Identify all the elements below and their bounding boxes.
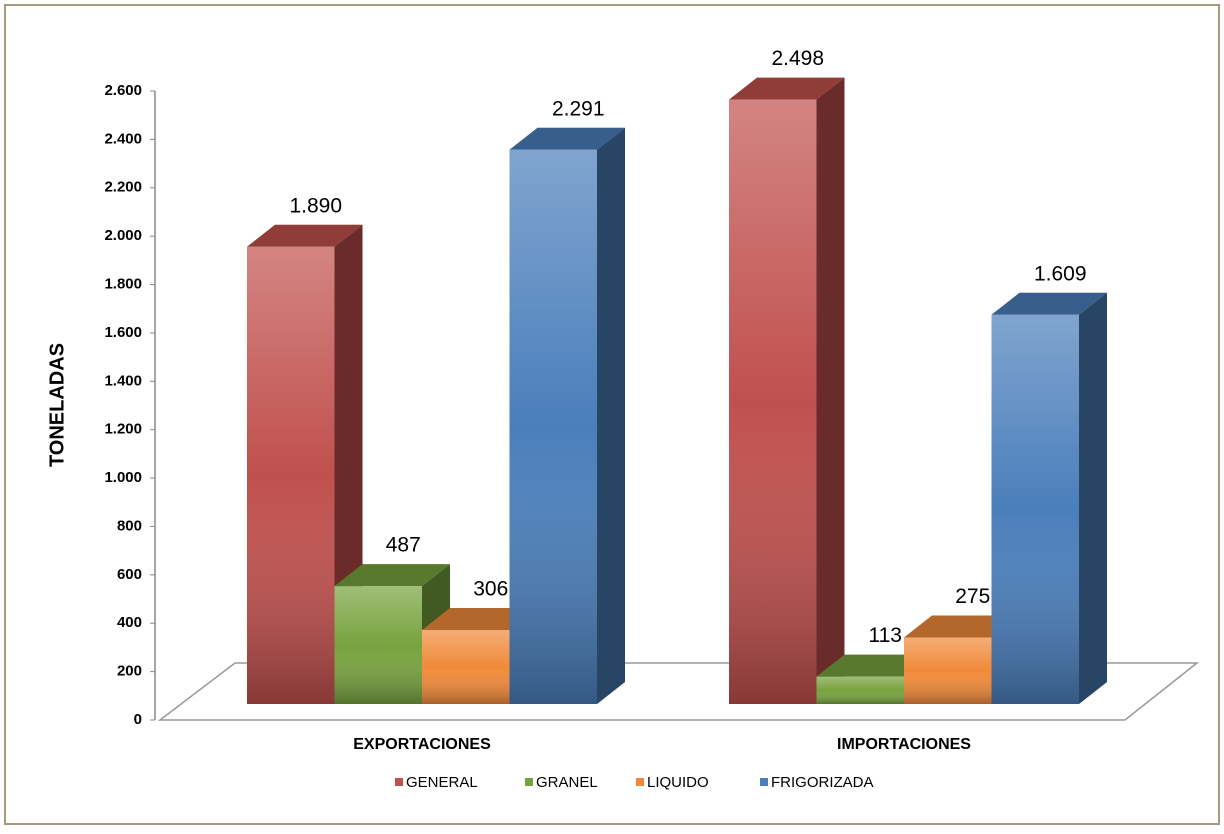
y-tick-label: 400 (117, 614, 142, 631)
bar (991, 292, 1107, 704)
bar-side-shade (816, 77, 845, 705)
bar-top (247, 224, 363, 247)
floor (157, 662, 1200, 721)
y-tick-label: 800 (117, 517, 142, 534)
bar-top (422, 607, 538, 630)
bar-front-shade (247, 246, 335, 704)
bar-front-shade (991, 314, 1079, 704)
y-tick-label: 200 (117, 663, 142, 680)
value-label: 1.609 (1034, 262, 1087, 285)
value-label: 113 (869, 624, 902, 647)
bar-front-shade (509, 149, 597, 705)
bar (729, 77, 845, 705)
bar-top-shade (247, 224, 363, 247)
y-tick-label: 2.400 (104, 130, 142, 147)
bar-top (991, 292, 1107, 315)
legend-swatch (636, 778, 644, 786)
bar-top-shade (509, 127, 625, 150)
value-label: 306 (473, 578, 508, 601)
x-tick-label: EXPORTACIONES (353, 736, 491, 753)
y-tick-label: 1.000 (104, 469, 142, 486)
bar-top (904, 615, 1020, 638)
value-label: 2.291 (552, 97, 605, 120)
legend-label: GRANEL (536, 774, 598, 791)
value-label: 275 (955, 585, 990, 608)
bar-side-shade (1079, 292, 1107, 704)
bar-front-shade (904, 637, 992, 704)
legend-swatch (760, 778, 768, 786)
y-axis-label: TONELADAS (46, 343, 68, 467)
legend-label: FRIGORIZADA (771, 774, 874, 791)
legend-swatch (395, 778, 403, 786)
bar-top (509, 127, 625, 150)
bar-top (334, 564, 450, 587)
bar-top (729, 77, 845, 100)
legend-swatch (525, 778, 533, 786)
x-tick-label: IMPORTACIONES (837, 736, 971, 753)
value-label: 1.890 (289, 194, 342, 217)
y-tick-label: 1.200 (104, 421, 142, 438)
y-tick-label: 1.800 (104, 276, 142, 293)
bar-front-shade (816, 676, 904, 704)
bar-side (816, 77, 845, 705)
bar (334, 564, 450, 704)
value-label: 2.498 (771, 47, 824, 70)
bar-front-shade (334, 586, 422, 704)
bar-top-shade (334, 564, 450, 587)
bar-top-shade (991, 292, 1107, 315)
bar-side-shade (597, 127, 625, 705)
y-tick-label: 2.000 (104, 227, 142, 244)
y-tick-label: 0 (134, 711, 142, 728)
y-tick-label: 2.200 (104, 179, 142, 196)
y-tick-label: 1.600 (104, 324, 142, 341)
bar-top-shade (729, 77, 845, 100)
y-tick-label: 2.600 (104, 82, 142, 99)
bar-top-shade (904, 615, 1020, 638)
y-tick-label: 1.400 (104, 372, 142, 389)
legend-label: LIQUIDO (647, 774, 709, 791)
y-tick-label: 600 (117, 566, 142, 583)
bar-top-shade (422, 607, 538, 630)
value-label: 487 (386, 534, 421, 557)
bar-top (816, 654, 932, 677)
bar-front-shade (729, 99, 817, 705)
bar-side (1079, 292, 1107, 704)
bar (509, 127, 625, 705)
legend-label: GENERAL (406, 774, 478, 791)
bar-side (597, 127, 625, 705)
bar-front-shade (422, 629, 510, 704)
bar-top-shade (816, 654, 932, 677)
